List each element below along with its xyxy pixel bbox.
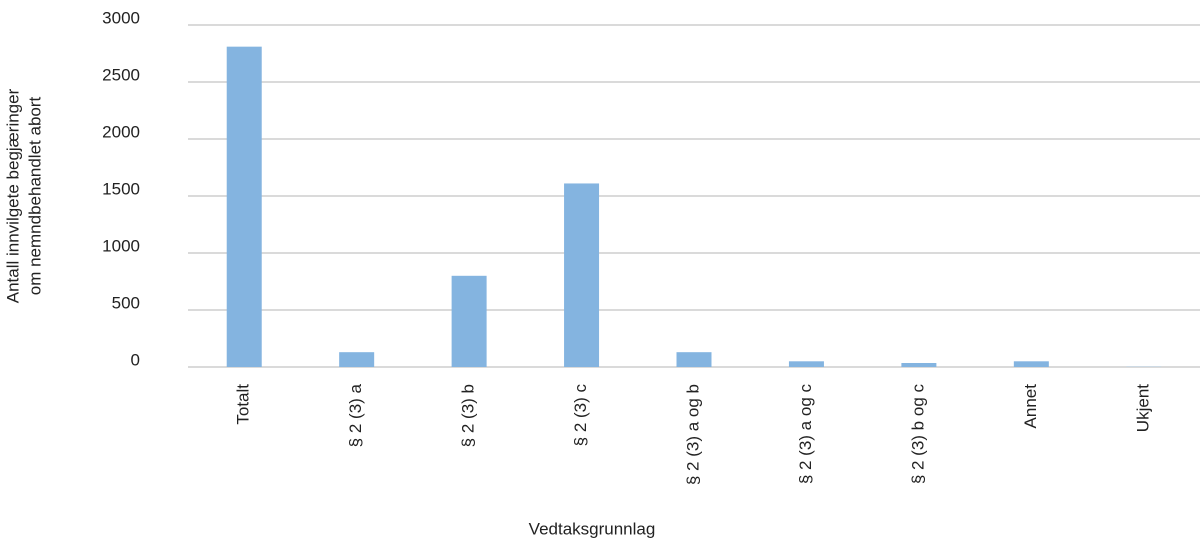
bar [564, 183, 600, 367]
x-tick-label: Annet [1021, 384, 1040, 429]
x-tick-label: Totalt [234, 384, 253, 425]
y-tick-label: 1000 [102, 236, 140, 255]
bar [901, 363, 937, 367]
x-tick-label: § 2 (3) b [459, 384, 478, 447]
x-tick-label: § 2 (3) b og c [908, 384, 927, 485]
bar [788, 361, 824, 367]
y-axis-label: Antall innvilgete begjæringer [3, 88, 22, 303]
bar [339, 352, 375, 367]
y-axis-label: om nemndbehandlet abort [25, 96, 44, 295]
x-tick-label: Ukjent [1133, 384, 1152, 432]
bar [451, 275, 487, 367]
y-tick-label: 3000 [102, 8, 140, 27]
bar [676, 352, 712, 367]
x-tick-label: § 2 (3) c [571, 384, 590, 447]
y-tick-label: 2500 [102, 65, 140, 84]
x-tick-label: § 2 (3) a og b [683, 384, 702, 485]
bar [226, 46, 262, 367]
y-tick-label: 1500 [102, 179, 140, 198]
bar [1013, 361, 1049, 367]
x-axis-label: Vedtaksgrunnlag [529, 519, 656, 538]
y-tick-label: 500 [112, 293, 140, 312]
x-tick-label: § 2 (3) a [346, 383, 365, 447]
y-tick-label: 2000 [102, 122, 140, 141]
y-tick-label: 0 [131, 350, 140, 369]
x-tick-label: § 2 (3) a og c [796, 384, 815, 485]
